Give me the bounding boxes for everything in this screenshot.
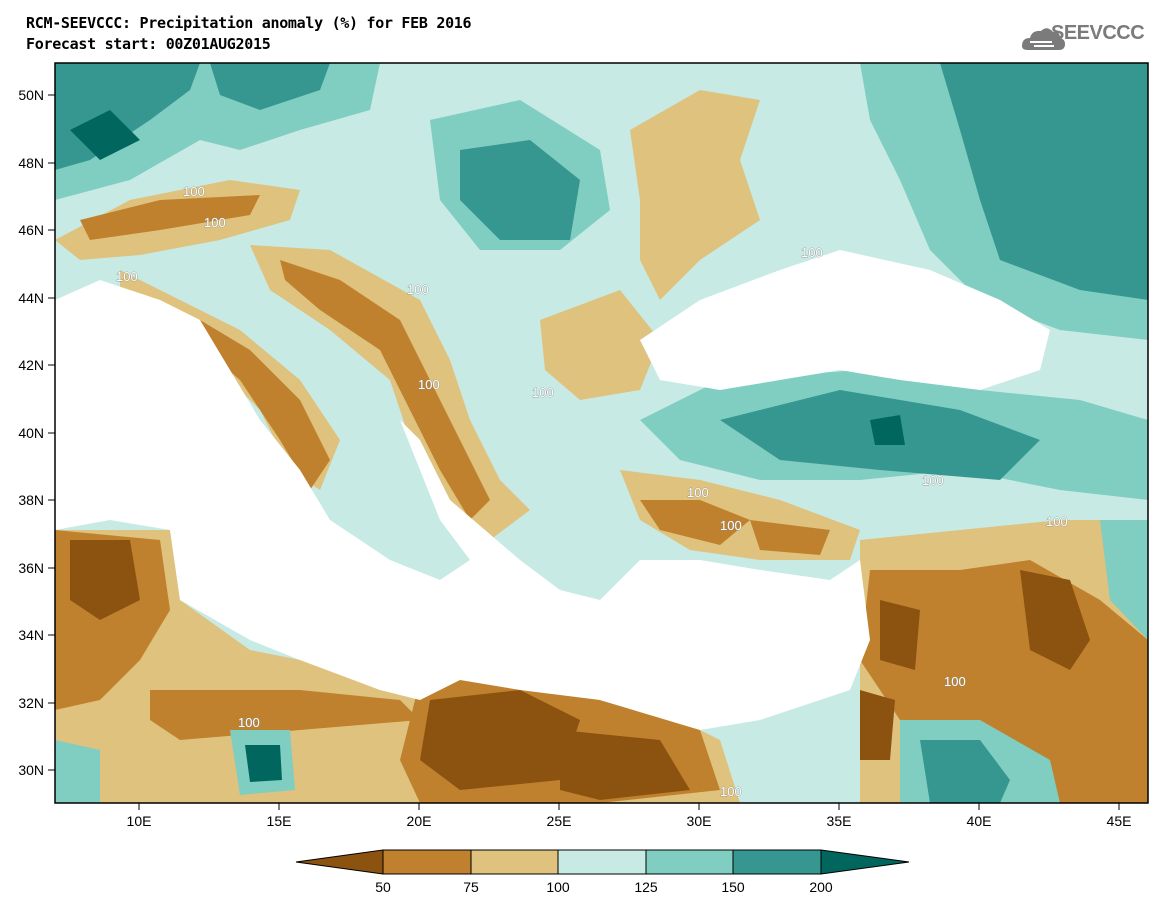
contour-label-100: 100: [720, 784, 742, 799]
lat-tick-label: 42N: [18, 357, 44, 373]
longitude-axis: 10E 15E 20E 25E 30E 35E 40E 45E: [127, 803, 1132, 829]
contour-label-100: 100: [116, 269, 138, 284]
lat-tick-label: 36N: [18, 560, 44, 576]
contour-label-100: 100: [922, 473, 944, 488]
map-title: RCM-SEEVCCC: Precipitation anomaly (%) f…: [26, 14, 472, 32]
forecast-start-label: Forecast start: 00Z01AUG2015: [26, 35, 271, 53]
lat-tick-label: 30N: [18, 762, 44, 778]
lat-tick-label: 32N: [18, 695, 44, 711]
colorbar-swatch: [471, 850, 558, 874]
colorbar-label: 150: [721, 879, 745, 895]
lon-tick-label: 15E: [267, 813, 292, 829]
anomaly-field: [55, 63, 1148, 803]
black-sea: [640, 250, 1050, 390]
contour-labels: 100 100 100 100 100 100 100 100 100 100 …: [116, 184, 1068, 800]
contour-label-100: 100: [944, 674, 966, 689]
lat-tick-label: 34N: [18, 627, 44, 643]
lat-tick-label: 48N: [18, 155, 44, 171]
lon-tick-label: 10E: [127, 813, 152, 829]
contour-label-100: 100: [801, 245, 823, 260]
lon-tick-label: 45E: [1107, 813, 1132, 829]
colorbar-arrow-low: [296, 850, 383, 874]
contour-label-100: 100: [1046, 514, 1068, 529]
contour-label-100: 100: [687, 485, 709, 500]
colorbar-label: 75: [463, 879, 479, 895]
lat-tick-label: 46N: [18, 222, 44, 238]
contour-label-100: 100: [183, 184, 205, 199]
mediterranean-sea: [55, 280, 870, 730]
lat-tick-label: 40N: [18, 425, 44, 441]
contour-label-100: 100: [418, 377, 440, 392]
contour-label-100: 100: [532, 385, 554, 400]
colorbar-arrow-high: [821, 850, 909, 874]
contour-label-100: 100: [204, 215, 226, 230]
lat-tick-label: 38N: [18, 492, 44, 508]
lon-tick-label: 40E: [967, 813, 992, 829]
lon-tick-label: 20E: [407, 813, 432, 829]
lon-tick-label: 35E: [827, 813, 852, 829]
logo-text: SEEVCCC: [1051, 22, 1145, 44]
colorbar-swatch: [383, 850, 471, 874]
colorbar-label: 200: [809, 879, 833, 895]
colorbar-swatch: [646, 850, 733, 874]
contour-label-100: 100: [720, 518, 742, 533]
colorbar-label: 100: [546, 879, 570, 895]
contour-label-100: 100: [407, 282, 429, 297]
colorbar-swatch: [558, 850, 646, 874]
latitude-axis: 50N 48N 46N 44N 42N 40N 38N 36N 34N 32N …: [18, 87, 55, 778]
lat-tick-label: 44N: [18, 290, 44, 306]
colorbar-swatch: [733, 850, 821, 874]
colorbar-label: 125: [634, 879, 658, 895]
colorbar-label: 50: [375, 879, 391, 895]
lon-tick-label: 25E: [547, 813, 572, 829]
lon-tick-label: 30E: [687, 813, 712, 829]
contour-label-100: 100: [238, 715, 260, 730]
lat-tick-label: 50N: [18, 87, 44, 103]
cloud-logo-icon: [1022, 28, 1065, 50]
colorbar: 50 75 100 125 150 200: [295, 849, 910, 895]
